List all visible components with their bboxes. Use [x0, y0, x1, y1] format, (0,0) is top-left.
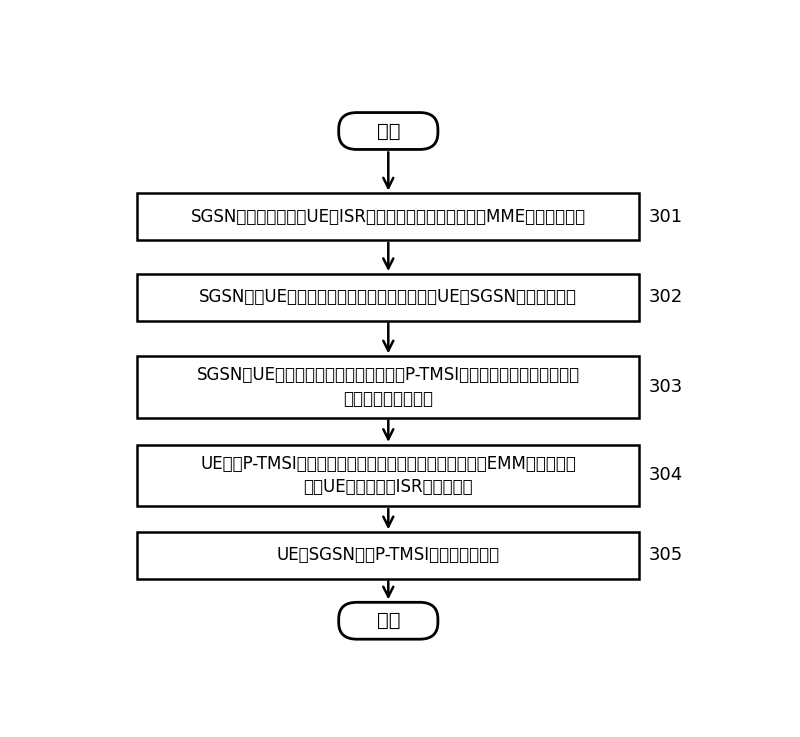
Text: 301: 301	[649, 208, 683, 226]
Text: 开始: 开始	[377, 122, 400, 141]
Text: 305: 305	[649, 546, 683, 565]
Text: 303: 303	[649, 378, 683, 396]
FancyBboxPatch shape	[138, 532, 639, 579]
FancyBboxPatch shape	[138, 274, 639, 321]
FancyBboxPatch shape	[138, 356, 639, 418]
FancyBboxPatch shape	[138, 193, 639, 240]
FancyBboxPatch shape	[138, 445, 639, 506]
Text: 304: 304	[649, 467, 683, 484]
Text: 结束: 结束	[377, 611, 400, 630]
Text: SGSN向UE发送分组临时移动用户标识（P-TMSI）重分配消息，所述消息中
携带去激活类型标识: SGSN向UE发送分组临时移动用户标识（P-TMSI）重分配消息，所述消息中 携…	[197, 366, 580, 408]
FancyBboxPatch shape	[338, 113, 438, 150]
Text: UE根据P-TMSI重分配消息中的去激活类型标识对其保存的EMM上下文数据
进行UE侧的去激活ISR功能的处理: UE根据P-TMSI重分配消息中的去激活类型标识对其保存的EMM上下文数据 进行…	[200, 455, 576, 496]
Text: 302: 302	[649, 288, 683, 307]
Text: SGSN判断UE是否处于空闲状态，如果是则触发UE与SGSN建立信令连接: SGSN判断UE是否处于空闲状态，如果是则触发UE与SGSN建立信令连接	[199, 288, 578, 307]
Text: SGSN删除其保存的与UE的ISR功能相关的上下文数据中与MME相关联的数据: SGSN删除其保存的与UE的ISR功能相关的上下文数据中与MME相关联的数据	[190, 208, 586, 226]
FancyBboxPatch shape	[338, 602, 438, 639]
Text: UE向SGSN发送P-TMSI重分配完成消息: UE向SGSN发送P-TMSI重分配完成消息	[277, 546, 500, 565]
